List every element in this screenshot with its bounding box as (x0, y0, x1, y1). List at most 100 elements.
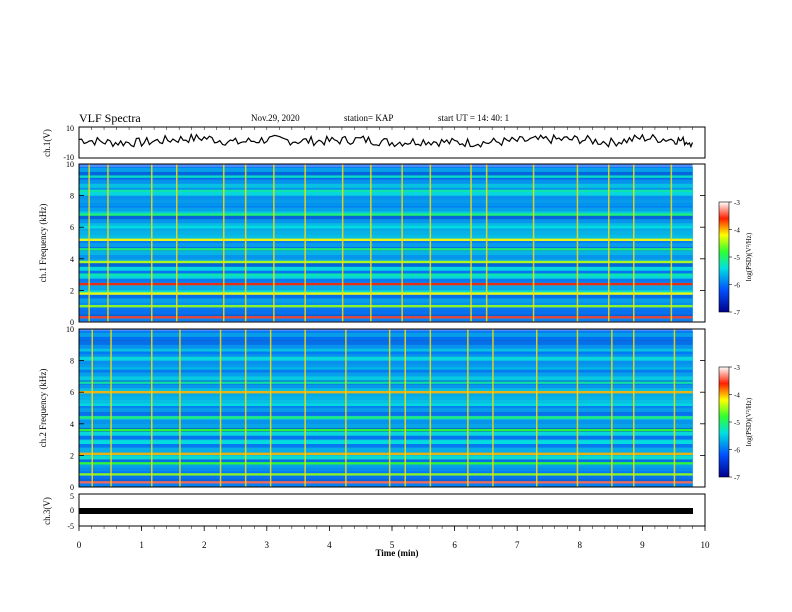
spectral-impulse (151, 164, 153, 322)
spectral-impulse (485, 164, 488, 322)
y-tick-label: 10 (66, 160, 74, 169)
y-tick-label: 4 (70, 420, 74, 429)
y-tick-label: 8 (70, 192, 74, 201)
spectral-band (79, 238, 693, 241)
spectral-row (79, 475, 693, 480)
spectral-impulse (244, 164, 247, 322)
spectral-row (79, 360, 693, 365)
x-axis-label: Time (min) (375, 548, 418, 558)
spectral-impulse (304, 329, 306, 487)
colorbar-ch1-label: log(PSD)(V²/Hz) (745, 232, 753, 281)
ch2-freq-label-text: ch.2 Frequency (kHz) (38, 369, 48, 448)
spectral-impulse (429, 329, 432, 487)
x-tick-label: 6 (452, 540, 457, 550)
x-tick-label: 1 (139, 540, 144, 550)
spectral-row (79, 463, 693, 468)
y-tick-label: 8 (70, 357, 74, 366)
spectral-row (79, 215, 693, 220)
spectral-impulse (304, 164, 306, 322)
spectral-band (79, 462, 693, 465)
spectral-row (79, 376, 693, 381)
spectral-row (79, 372, 693, 377)
spectral-row (79, 408, 693, 412)
spectral-row (79, 274, 693, 279)
spectral-row (79, 344, 693, 349)
colorbar-tick-label: -7 (734, 309, 740, 317)
spectral-row (79, 207, 693, 212)
spectral-row (79, 278, 693, 283)
x-tick-label: 5 (390, 540, 395, 550)
spectral-row (79, 423, 693, 428)
spectral-row (79, 388, 693, 393)
spectral-row (79, 419, 693, 424)
x-tick-label: 9 (640, 540, 645, 550)
ch1-freq-label: ch.1 Frequency (kHz) (38, 204, 48, 283)
spectral-row (79, 306, 693, 311)
spectral-row (79, 443, 693, 448)
ch2-spectrogram-canvas (79, 329, 693, 488)
spectral-impulse (673, 329, 676, 487)
colorbar-tick-label: -4 (734, 392, 740, 400)
spectral-row (79, 191, 693, 196)
spectral-band (79, 367, 693, 370)
spectral-row (79, 329, 693, 333)
ch3-ytick-top: 5 (70, 492, 74, 501)
x-tick-label: 4 (327, 540, 332, 550)
spectral-band (79, 473, 693, 476)
spectral-row (79, 223, 693, 228)
spectral-row (79, 348, 693, 353)
spectral-row (79, 254, 693, 259)
spectral-impulse (273, 164, 275, 322)
spectral-impulse (88, 164, 90, 322)
colorbar-tick-label: -6 (734, 282, 740, 290)
spectral-impulse (401, 164, 403, 322)
spectral-row (79, 231, 693, 236)
spectral-row (79, 183, 693, 188)
chart-title: VLF Spectra (79, 111, 141, 125)
x-tick-label: 3 (265, 540, 270, 550)
spectral-row (79, 164, 693, 168)
ch3-ytick-mid: 0 (70, 506, 74, 515)
spectral-row (79, 459, 693, 464)
spectral-row (79, 171, 693, 176)
colorbar-tick-label: -4 (734, 227, 740, 235)
spectral-row (79, 392, 693, 397)
spectral-row (79, 266, 693, 271)
spectral-row (79, 455, 693, 460)
spectral-impulse (536, 329, 538, 487)
y-tick-label: 0 (70, 483, 74, 492)
spectral-impulse (223, 164, 225, 322)
y-tick-label: 4 (70, 255, 74, 264)
spectral-band (79, 282, 693, 286)
y-tick-label: 6 (70, 388, 74, 397)
ch1-panel: 10 -10 ch.1(V) (42, 124, 706, 162)
spectral-impulse (467, 329, 469, 487)
spectral-impulse (269, 329, 272, 487)
spectral-band (79, 481, 693, 484)
spectral-band (79, 316, 693, 319)
spectral-impulse (611, 329, 613, 487)
spectral-impulse (670, 164, 673, 322)
spectral-band (79, 203, 693, 207)
y-tick-label: 2 (70, 451, 74, 460)
spectral-row (79, 302, 693, 307)
spectral-row (79, 447, 693, 452)
spectral-row (79, 310, 693, 315)
spectral-impulse (532, 164, 535, 322)
spectral-row (79, 467, 693, 472)
spectral-impulse (470, 164, 472, 322)
x-tick-label: 0 (77, 540, 82, 550)
ch3-waveform-band (79, 508, 693, 514)
spectral-band (79, 260, 693, 264)
spectral-band (79, 248, 693, 251)
spectral-row (79, 404, 693, 409)
spectral-row (79, 262, 693, 267)
spectral-impulse (492, 329, 494, 487)
spectral-row (79, 219, 693, 224)
colorbar-ch2-label: log(PSD)(V²/Hz) (745, 397, 753, 446)
x-tick-label: 8 (578, 540, 583, 550)
spectral-row (79, 199, 693, 204)
spectral-row (79, 195, 693, 200)
colorbar-ch2: -3 -4 -5 -6 -7 log(PSD)(V²/Hz) (718, 364, 753, 482)
